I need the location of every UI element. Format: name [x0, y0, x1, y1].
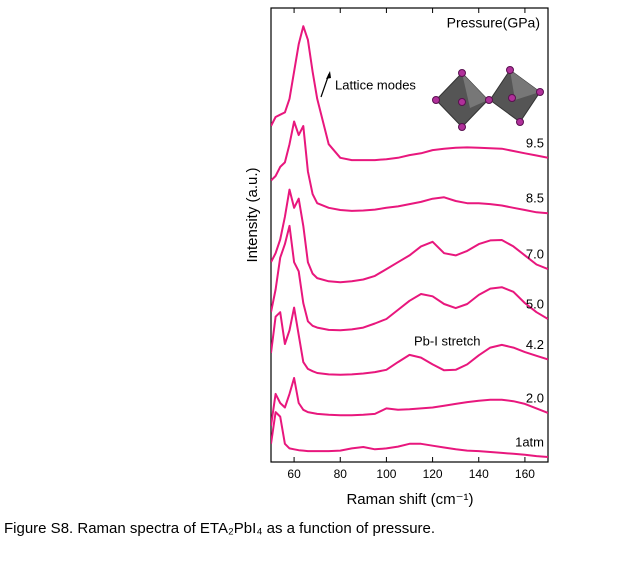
x-tick-label: 60 [287, 467, 301, 481]
y-axis-label: Intensity (a.u.) [244, 167, 261, 262]
arrow-head [326, 71, 331, 79]
series-label: 7.0 [526, 246, 544, 261]
spectrum-line [271, 377, 548, 426]
x-tick-label: 100 [376, 467, 396, 481]
spectrum-line [271, 25, 548, 162]
octahedra-inset [432, 66, 544, 131]
series-label: 1atm [515, 434, 544, 449]
x-tick-label: 140 [469, 467, 489, 481]
legend-title: Pressure(GPa) [447, 15, 540, 31]
x-axis-label: Raman shift (cm⁻¹) [346, 491, 473, 508]
plot-lines [271, 25, 548, 458]
x-tick-label: 160 [515, 467, 535, 481]
annotation: Lattice modes [335, 77, 416, 92]
spectrum-line [271, 120, 548, 215]
figure-caption: Figure S8. Raman spectra of ETA₂PbI₄ as … [4, 520, 435, 537]
series-label: 2.0 [526, 390, 544, 405]
spectrum-line [271, 224, 548, 332]
spectrum-line [271, 306, 548, 376]
series-label: 5.0 [526, 296, 544, 311]
x-tick-label: 120 [423, 467, 443, 481]
series-label: 8.5 [526, 191, 544, 206]
series-label: 4.2 [526, 337, 544, 352]
plot-frame [270, 7, 549, 463]
spectrum-line [271, 188, 548, 284]
series-label: 9.5 [526, 135, 544, 150]
x-tick-label: 80 [334, 467, 348, 481]
annotation: Pb-I stretch [414, 333, 480, 348]
spectrum-line [271, 411, 548, 458]
